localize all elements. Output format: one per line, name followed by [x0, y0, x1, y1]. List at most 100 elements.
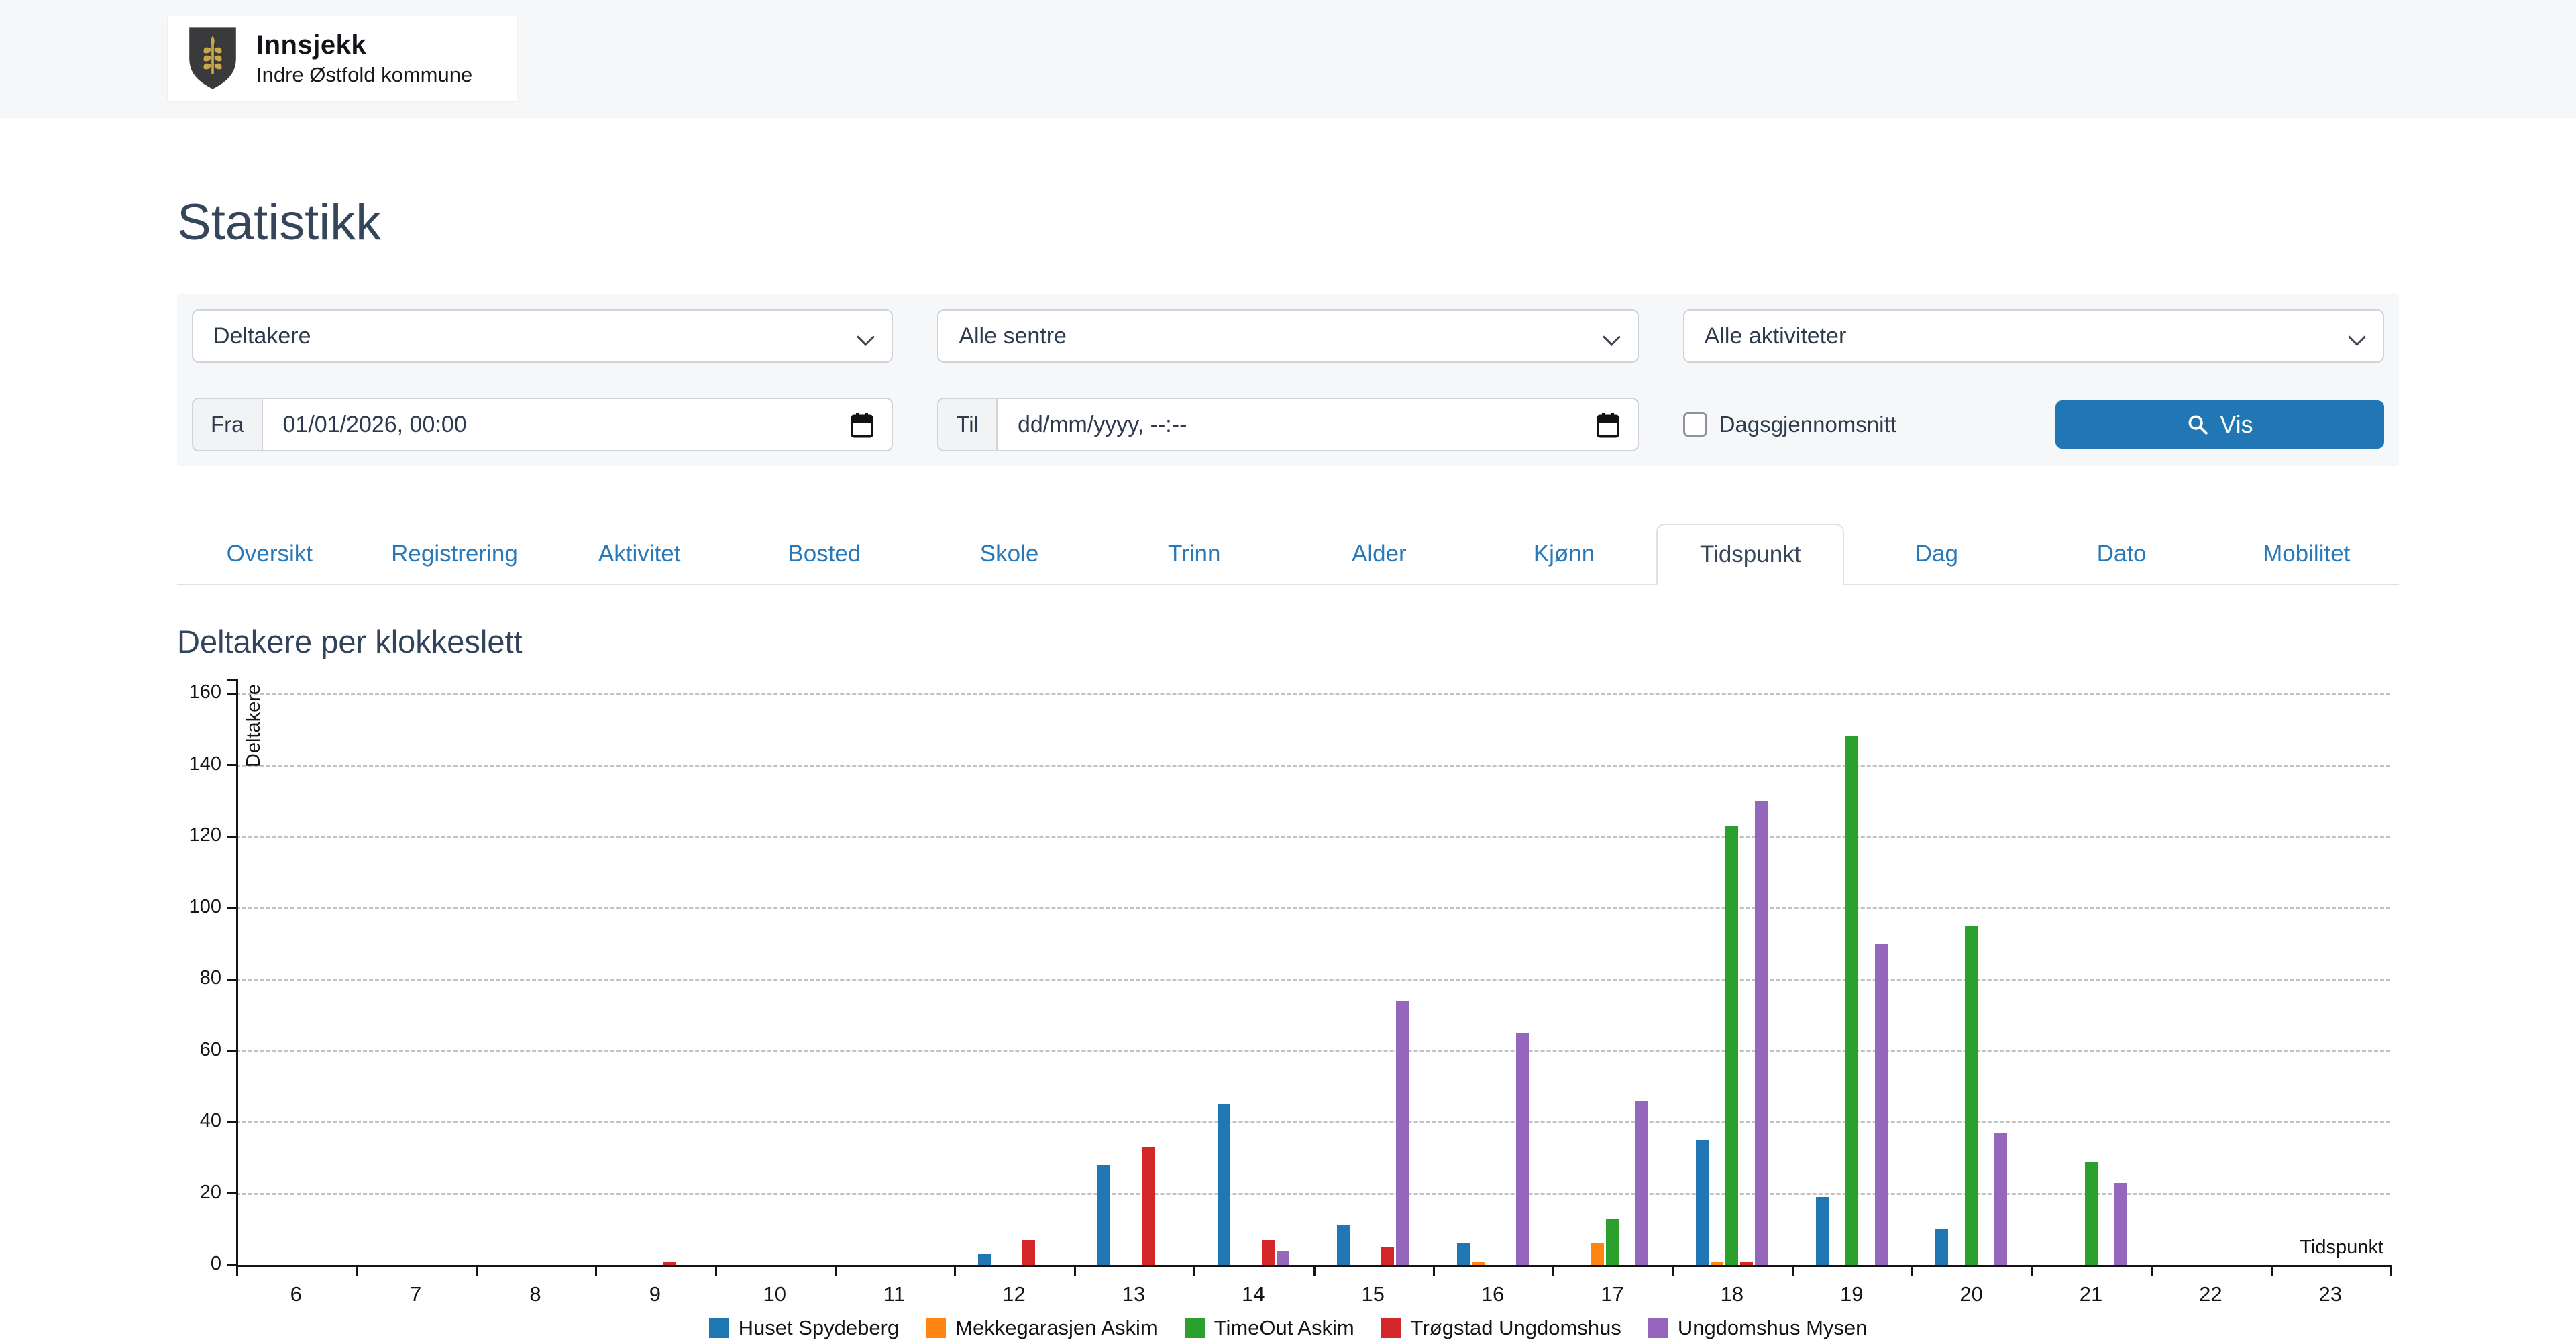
tab-oversikt[interactable]: Oversikt [226, 541, 313, 567]
x-tick-label: 9 [649, 1282, 661, 1306]
day-average-checkbox[interactable] [1682, 412, 1707, 437]
x-tick-label: 14 [1242, 1282, 1265, 1306]
x-tick-mark [1792, 1265, 1794, 1276]
bar-ungdomshus-mysen-15 [1396, 1000, 1409, 1265]
vis-button-label: Vis [2220, 410, 2253, 438]
legend-item-timeout-askim[interactable]: TimeOut Askim [1184, 1316, 1354, 1340]
to-date-placeholder: dd/mm/yyyy, --:-- [1017, 411, 1187, 437]
bar-ungdomshus-mysen-14 [1276, 1250, 1289, 1265]
x-tick-label: 15 [1361, 1282, 1385, 1306]
x-tick-mark [1193, 1265, 1196, 1276]
y-tick-label: 40 [199, 1110, 221, 1131]
y-tick-label: 20 [199, 1181, 221, 1203]
y-tick-label: 0 [210, 1253, 221, 1274]
activities-select-value: Alle aktiviteter [1704, 323, 1847, 349]
tab-registrering[interactable]: Registrering [391, 541, 518, 567]
x-tick-label: 6 [290, 1282, 302, 1306]
vis-button[interactable]: Vis [2055, 400, 2384, 449]
x-tick-mark [1552, 1265, 1555, 1276]
chevron-down-icon [2351, 331, 2364, 344]
to-label: Til [938, 399, 998, 450]
tab-alder[interactable]: Alder [1352, 541, 1407, 567]
hamburger-menu-icon[interactable] [2324, 42, 2365, 76]
bar-mekkegarasjen-askim-18 [1711, 1261, 1724, 1265]
day-average-checkbox-group[interactable]: Dagsgjennomsnitt [1682, 412, 1896, 437]
bar-timeout-askim-17 [1605, 1218, 1619, 1265]
x-tick-mark [2270, 1265, 2273, 1276]
bar-huset-spydeberg-14 [1217, 1104, 1230, 1265]
gridline-y-160 [236, 693, 2390, 695]
activities-select[interactable]: Alle aktiviteter [1682, 309, 2384, 363]
y-tick-label: 60 [199, 1038, 221, 1060]
y-tick-mark [227, 1192, 236, 1194]
logo[interactable]: Innsjekk Indre Østfold kommune [168, 16, 517, 101]
plot-area: 0 20 40 60 80 100 120 140 160 6 7 8 9 10 11 12 13 14 15 16 1… [177, 665, 2399, 1315]
filter-panel: Deltakere Alle sentre Alle aktiviteter [177, 294, 2399, 466]
y-tick-label: 120 [189, 824, 221, 846]
x-tick-label: 20 [1960, 1282, 1983, 1306]
tab-aktivitet[interactable]: Aktivitet [598, 541, 681, 567]
tab-skole[interactable]: Skole [979, 541, 1039, 567]
from-label: Fra [193, 399, 263, 450]
tab-trinn[interactable]: Trinn [1167, 541, 1221, 567]
gridline-y-100 [236, 907, 2390, 909]
bar-mekkegarasjen-askim-16 [1471, 1261, 1485, 1265]
filter-row-selects: Deltakere Alle sentre Alle aktiviteter [192, 309, 2384, 363]
y-tick-mark [227, 1050, 236, 1052]
chevron-down-icon [859, 331, 873, 344]
x-axis-title: Tidspunkt [2300, 1237, 2383, 1258]
bar-huset-spydeberg-20 [1935, 1229, 1949, 1265]
legend-swatch [708, 1318, 729, 1338]
y-tick-mark [227, 1264, 236, 1266]
bar-tr-gstad-ungdomshus-12 [1022, 1239, 1036, 1265]
x-tick-label: 7 [409, 1282, 422, 1306]
bar-ungdomshus-mysen-19 [1874, 943, 1888, 1265]
top-bar: Innsjekk Indre Østfold kommune [0, 0, 2576, 118]
tab-mobilitet[interactable]: Mobilitet [2263, 541, 2351, 567]
x-tick-mark [236, 1265, 238, 1276]
bar-huset-spydeberg-15 [1337, 1225, 1350, 1265]
x-tick-mark [356, 1265, 358, 1276]
to-date-group: Til dd/mm/yyyy, --:-- [937, 398, 1639, 451]
legend-item-huset-spydeberg[interactable]: Huset Spydeberg [708, 1316, 900, 1340]
y-axis-title: Deltakere [243, 684, 264, 768]
from-date-input[interactable]: 01/01/2026, 00:00 [263, 399, 892, 450]
x-tick-label: 18 [1720, 1282, 1744, 1306]
tab-kj-nn[interactable]: Kjønn [1533, 541, 1595, 567]
bar-ungdomshus-mysen-16 [1515, 1032, 1529, 1265]
x-tick-label: 10 [763, 1282, 786, 1306]
calendar-icon[interactable] [1596, 412, 1620, 439]
bar-timeout-askim-20 [1965, 926, 1978, 1265]
tab-bosted[interactable]: Bosted [788, 541, 861, 567]
legend-item-mekkegarasjen-askim[interactable]: Mekkegarasjen Askim [926, 1316, 1158, 1340]
x-tick-label: 17 [1601, 1282, 1624, 1306]
legend-item-ungdomshus-mysen[interactable]: Ungdomshus Mysen [1648, 1316, 1867, 1340]
y-tick-mark [227, 692, 236, 695]
legend-label: Huset Spydeberg [738, 1316, 900, 1339]
x-tick-mark [1313, 1265, 1316, 1276]
tab-dato[interactable]: Dato [2096, 541, 2147, 567]
tab-tidspunkt[interactable]: Tidspunkt [1656, 524, 1845, 585]
gridline-y-60 [236, 1050, 2390, 1052]
y-tick-label: 140 [189, 752, 221, 775]
legend-swatch [1184, 1318, 1205, 1338]
tab-dag[interactable]: Dag [1915, 541, 1958, 567]
bar-huset-spydeberg-13 [1097, 1164, 1111, 1265]
bar-huset-spydeberg-18 [1696, 1139, 1709, 1265]
y-tick-label: 100 [189, 895, 221, 917]
chart-title: Deltakere per klokkeslett [177, 624, 523, 659]
x-tick-label: 23 [2318, 1282, 2343, 1306]
centers-select[interactable]: Alle sentre [937, 309, 1639, 363]
municipality-shield-icon [189, 27, 236, 89]
gridline-y-120 [236, 836, 2390, 838]
to-date-input[interactable]: dd/mm/yyyy, --:-- [998, 399, 1638, 450]
bar-mekkegarasjen-askim-17 [1591, 1243, 1604, 1265]
chart: 0 20 40 60 80 100 120 140 160 6 7 8 9 10 11 12 13 14 15 16 1… [177, 665, 2399, 1340]
bar-huset-spydeberg-19 [1815, 1196, 1829, 1265]
from-date-group: Fra 01/01/2026, 00:00 [192, 398, 894, 451]
bar-tr-gstad-ungdomshus-15 [1381, 1247, 1395, 1265]
metric-select[interactable]: Deltakere [192, 309, 894, 363]
calendar-icon[interactable] [850, 412, 874, 439]
gridline-y-80 [236, 979, 2390, 981]
legend-item-tr-gstad-ungdomshus[interactable]: Trøgstad Ungdomshus [1381, 1316, 1621, 1340]
